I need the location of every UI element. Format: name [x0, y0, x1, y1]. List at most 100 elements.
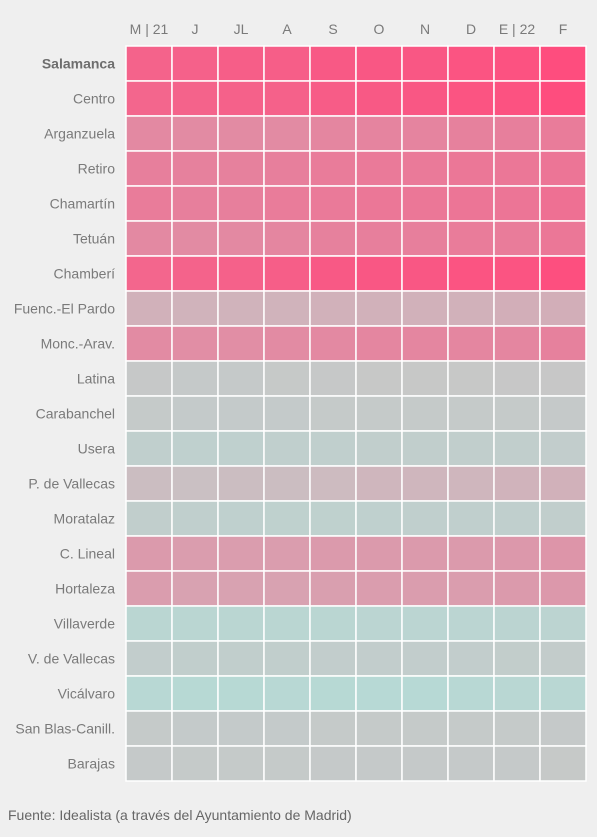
heatmap-cell	[355, 360, 403, 397]
heatmap-cell	[125, 220, 173, 257]
heatmap-cell	[447, 220, 495, 257]
heatmap-cell	[309, 150, 357, 187]
heatmap-cell	[355, 115, 403, 152]
heatmap-cell	[447, 45, 495, 82]
heatmap-cell	[217, 115, 265, 152]
row-labels: Salamanca Centro Arganzuela Retiro Chamartín…	[14, 56, 115, 772]
heatmap-cell	[263, 500, 311, 537]
heatmap-cell	[355, 710, 403, 747]
row-label: Villaverde	[54, 616, 115, 632]
heatmap-cell	[309, 465, 357, 502]
heatmap-cell	[125, 325, 173, 362]
heatmap-cell	[539, 675, 587, 712]
heatmap-cell	[263, 395, 311, 432]
heatmap-cell	[217, 710, 265, 747]
heatmap-cell	[355, 745, 403, 782]
heatmap-cell	[263, 535, 311, 572]
heatmap-cell	[171, 535, 219, 572]
heatmap-cell	[217, 360, 265, 397]
column-label: D	[466, 21, 476, 37]
row-label: Usera	[78, 441, 116, 457]
heatmap-cell	[125, 115, 173, 152]
heatmap-cell	[171, 115, 219, 152]
heatmap-cell	[447, 640, 495, 677]
column-label: A	[282, 21, 292, 37]
column-label: E | 22	[499, 21, 536, 37]
heatmap-cell	[309, 605, 357, 642]
heatmap-cell	[263, 220, 311, 257]
heatmap-cell	[263, 150, 311, 187]
heatmap-cell	[309, 710, 357, 747]
heatmap-cell	[401, 360, 449, 397]
row-label: C. Lineal	[60, 546, 115, 562]
heatmap-cell	[401, 535, 449, 572]
heatmap-cell	[401, 465, 449, 502]
row-label: Moratalaz	[54, 511, 115, 527]
heatmap-cell	[355, 290, 403, 327]
heatmap-cell	[401, 500, 449, 537]
heatmap-cell	[539, 255, 587, 292]
heatmap-cell	[447, 395, 495, 432]
heatmap-cell	[401, 395, 449, 432]
heatmap-cell	[171, 185, 219, 222]
heatmap-cell	[355, 220, 403, 257]
heatmap-cell	[539, 640, 587, 677]
heatmap-chart: M | 21 J JL A S O N D E | 22 F Salamanca Centro Arg…	[14, 21, 587, 782]
heatmap-cell	[355, 325, 403, 362]
heatmap-cell	[309, 570, 357, 607]
heatmap-cell	[493, 535, 541, 572]
heatmap-cell	[493, 150, 541, 187]
heatmap-cell	[217, 640, 265, 677]
column-label: O	[374, 21, 385, 37]
heatmap-cell	[217, 290, 265, 327]
heatmap-cell	[217, 325, 265, 362]
heatmap-cell	[263, 115, 311, 152]
heatmap-cell	[493, 640, 541, 677]
heatmap-cell	[171, 640, 219, 677]
heatmap-cell	[125, 290, 173, 327]
heatmap-cell	[539, 80, 587, 117]
heatmap-cell	[263, 570, 311, 607]
heatmap-cell	[447, 360, 495, 397]
heatmap-cell	[401, 255, 449, 292]
heatmap-cell	[171, 430, 219, 467]
heatmap-cell	[217, 185, 265, 222]
heatmap-cell	[447, 290, 495, 327]
heatmap-cell	[447, 185, 495, 222]
column-label: N	[420, 21, 430, 37]
heatmap-cell	[263, 290, 311, 327]
row-label: Tetuán	[73, 231, 115, 247]
heatmap-cell	[493, 395, 541, 432]
heatmap-cell	[309, 640, 357, 677]
heatmap-cell	[539, 710, 587, 747]
heatmap-cell	[493, 80, 541, 117]
heatmap-cell	[493, 710, 541, 747]
heatmap-cell	[401, 115, 449, 152]
heatmap-cell	[539, 465, 587, 502]
heatmap-cell	[401, 325, 449, 362]
heatmap-cell	[355, 640, 403, 677]
heatmap-cell	[171, 45, 219, 82]
heatmap-cell	[309, 80, 357, 117]
heatmap-cell	[263, 710, 311, 747]
heatmap-cell	[447, 570, 495, 607]
heatmap-cell	[355, 185, 403, 222]
heatmap-cell	[493, 255, 541, 292]
heatmap-cell	[217, 220, 265, 257]
heatmap-cell	[217, 430, 265, 467]
heatmap-cell	[447, 255, 495, 292]
heatmap-cell	[493, 185, 541, 222]
heatmap-cell	[171, 255, 219, 292]
heatmap-cell	[401, 745, 449, 782]
heatmap-cell	[539, 45, 587, 82]
heatmap-cell	[493, 115, 541, 152]
heatmap-cell	[171, 290, 219, 327]
heatmap-cell	[171, 605, 219, 642]
heatmap-cell	[401, 290, 449, 327]
heatmap-cell	[171, 675, 219, 712]
heatmap-cell	[539, 535, 587, 572]
heatmap-cell	[355, 500, 403, 537]
row-label: Chamartín	[50, 196, 115, 212]
row-label: Centro	[73, 91, 115, 107]
column-labels: M | 21 J JL A S O N D E | 22 F	[130, 21, 568, 37]
